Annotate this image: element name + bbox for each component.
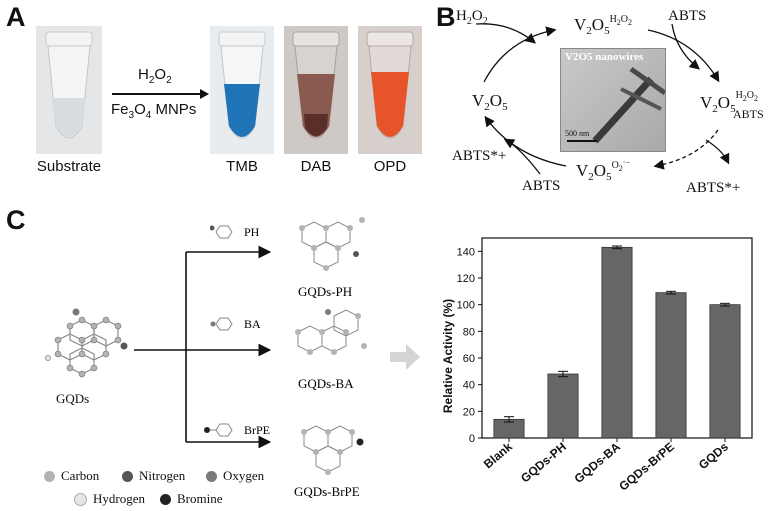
y-tick-label: 40: [463, 380, 475, 392]
v2o5-abts-right-sub: ABTS: [733, 107, 764, 121]
y-tick-label: 80: [463, 326, 475, 338]
tmb-tube-icon: [218, 31, 266, 139]
dab-tube-photo: [284, 26, 348, 154]
panel-a-letter: A: [6, 2, 26, 32]
substrate-tube-icon: [45, 31, 93, 139]
dab-tube-icon: [292, 31, 340, 139]
oxygen-dot-icon: [206, 470, 217, 482]
substrate-tube-photo: [36, 26, 102, 154]
hydrogen-dot-icon: [74, 492, 87, 506]
v2o5-h2o2-top: V2O5H2O2: [574, 14, 632, 37]
bromine-dot-icon: [160, 493, 171, 505]
tube-label-dab: DAB: [300, 158, 332, 175]
catalyst-label: Fe3O4 MNPs: [111, 101, 197, 121]
tem-inset-image: V2O5 nanowires 500 nm: [560, 48, 666, 152]
product-gqds-ba: GQDs-BA: [298, 376, 354, 391]
ph-molecule-icon: [210, 225, 233, 239]
gqds-brpe-molecule-icon: [301, 425, 364, 475]
legend-hydrogen: Hydrogen: [74, 491, 145, 507]
brpe-molecule-icon: [204, 423, 233, 437]
nitrogen-dot-icon: [122, 470, 133, 482]
chart-ylabel: Relative Activity (%): [441, 299, 455, 413]
opd-tube-photo: [358, 26, 422, 154]
abts-radical-right-label: ABTS*+: [686, 180, 740, 196]
abts-radical-left-label: ABTS*+: [452, 148, 506, 164]
inset-title: V2O5 nanowires: [565, 51, 644, 63]
v2o5-left: V2O5: [472, 91, 508, 113]
transition-arrow-icon: [390, 344, 420, 370]
abts-in-arrow: [671, 23, 701, 70]
y-tick-label: 60: [463, 353, 475, 365]
cycle-arrow-top-left: [483, 26, 557, 83]
reagent-label: H2O2: [138, 66, 172, 86]
x-tick-label: GQDs: [696, 439, 731, 472]
tube-label-tmb: TMB: [226, 158, 258, 175]
y-tick-label: 100: [457, 300, 475, 312]
abts-radical-out-arrow: [705, 139, 730, 165]
tmb-tube-photo: [210, 26, 274, 154]
carbon-dot-icon: [44, 470, 55, 482]
legend-carbon: Carbon: [44, 468, 99, 484]
panel-b-letter: B: [436, 2, 456, 32]
gqds-ph-molecule-icon: [299, 217, 365, 271]
x-tick-label: Blank: [481, 439, 515, 471]
bar-gqds-ba: [601, 246, 633, 439]
legend-bromine: Bromine: [160, 491, 223, 507]
abts-bottom-label: ABTS: [522, 178, 560, 194]
bar-gqds: [709, 304, 741, 439]
reagent-ba: BA: [210, 314, 261, 334]
cycle-arrow-bottom-left: [484, 115, 567, 167]
legend-oxygen: Oxygen: [206, 468, 264, 484]
gqds-ba-molecule-icon: [295, 309, 367, 355]
x-tick-label: GQDs-BA: [572, 439, 624, 486]
y-tick-label: 140: [457, 246, 475, 258]
legend-nitrogen: Nitrogen: [122, 468, 185, 484]
x-tick-label: GQDs-PH: [518, 440, 569, 486]
scale-bar-line: [567, 140, 597, 142]
panel-c-letter: C: [6, 205, 26, 235]
cycle-arrow-top-right: [647, 29, 720, 83]
opd-liquid: [371, 72, 409, 137]
cycle-arrow-bottom-right: [653, 129, 719, 170]
bar-gqds-ph: [547, 373, 579, 439]
reaction-arrow-a: [112, 89, 209, 99]
product-gqds-brpe: GQDs-BrPE: [294, 484, 360, 499]
y-tick-label: 0: [469, 433, 475, 445]
abts-top-label: ABTS: [668, 8, 706, 24]
product-gqds-ph: GQDs-PH: [298, 284, 353, 299]
bar-gqds-brpe: [655, 292, 687, 439]
h2o2-in-arrow: [475, 23, 536, 44]
tmb-liquid: [224, 84, 260, 137]
y-tick-label: 20: [463, 406, 475, 418]
substrate-liquid: [53, 98, 85, 137]
nanowire-icon: [592, 66, 665, 144]
v2o5-superoxide-bottom: V2O5O2·−: [576, 158, 630, 183]
tube-label-substrate: Substrate: [36, 158, 102, 175]
opd-tube-icon: [366, 31, 414, 139]
tube-label-opd: OPD: [373, 158, 407, 175]
ba-molecule-icon: [210, 317, 233, 331]
y-tick-label: 120: [457, 273, 475, 285]
x-tick-label: GQDs-BrPE: [616, 440, 677, 494]
catalytic-cycle-diagram: V2O5H2O2 V2O5 V2O5H2O2 ABTS V2O5O2·− H2O…: [452, 8, 764, 196]
branch-arrows: [134, 245, 272, 449]
scale-bar-label: 500 nm: [565, 129, 590, 138]
gqds-molecule-icon: [45, 308, 128, 378]
abts-radical-in-arrow: [503, 138, 541, 175]
reagent-brpe: BrPE: [204, 420, 270, 440]
gqds-start-label: GQDs: [56, 391, 90, 406]
h2o2-label: H2O2: [456, 8, 488, 27]
reagent-ph: PH: [210, 222, 259, 242]
